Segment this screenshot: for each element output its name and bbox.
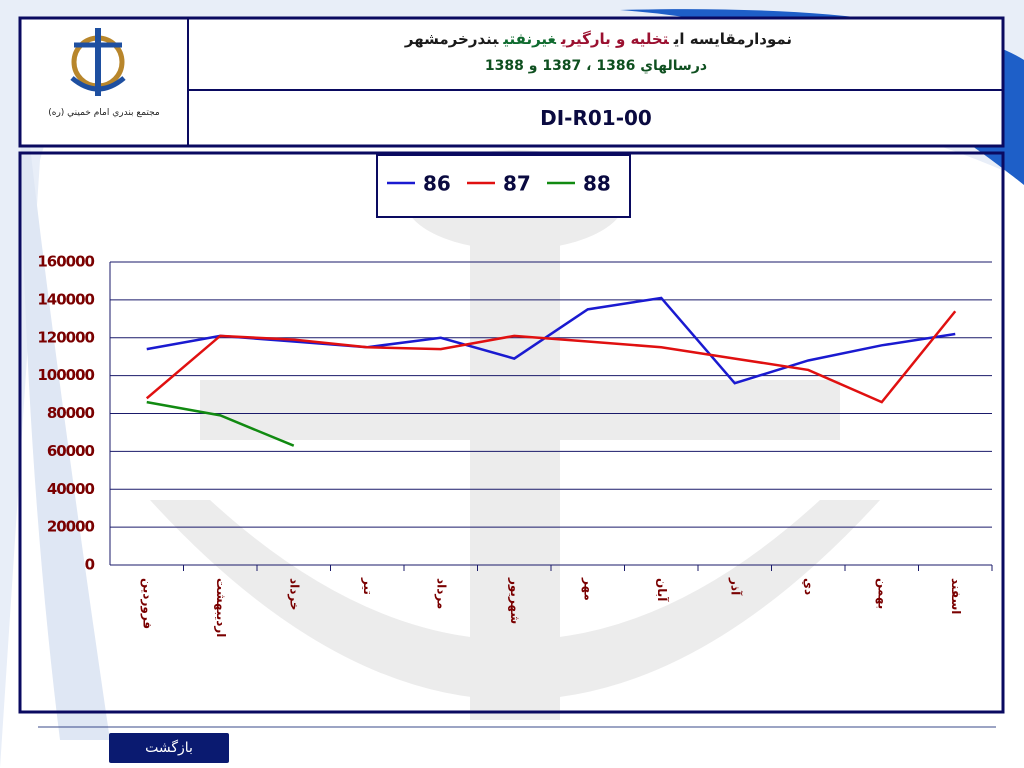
logo <box>70 28 126 96</box>
x-tick-label: فروردين <box>139 578 154 629</box>
x-tick-label: تير <box>361 577 375 595</box>
y-tick-label: 60000 <box>47 442 95 460</box>
title-segment: تخليه و بارگيري <box>561 30 669 48</box>
legend-label: 88 <box>583 172 611 196</box>
swoosh-left <box>20 50 110 740</box>
y-tick-label: 80000 <box>47 404 95 422</box>
title-segment: بندرخرمشهر <box>404 30 499 48</box>
y-tick-label: 40000 <box>47 480 95 498</box>
title-segment: غيرنفتي <box>503 30 557 48</box>
legend-box <box>376 154 631 218</box>
line-series <box>146 400 295 447</box>
organization-name: مجتمع بندري امام خميني (ره) <box>48 108 160 118</box>
y-tick-label: 160000 <box>37 253 94 271</box>
legend-label: 87 <box>503 172 531 196</box>
x-tick-label: ارديبهشت <box>214 578 228 637</box>
y-tick-label: 0 <box>85 556 95 574</box>
y-tick-label: 140000 <box>37 290 94 308</box>
y-tick-label: 100000 <box>37 366 94 384</box>
x-tick-label: مرداد <box>434 578 448 609</box>
x-tick-label: شهريور <box>507 577 522 624</box>
subtitle: درسالهاي 1386 ، 1387 و 1388 <box>484 58 708 74</box>
header-box <box>18 16 1005 148</box>
x-tick-label: آذر <box>728 577 743 596</box>
x-tick-label: آبان <box>655 578 670 602</box>
chart-frame <box>18 151 1005 714</box>
x-tick-label: بهمن <box>875 578 889 609</box>
legend-label: 86 <box>423 172 451 196</box>
x-tick-label: خرداد <box>287 578 301 611</box>
x-tick-label: اسفند <box>949 578 963 614</box>
line-series <box>146 296 956 385</box>
x-tick-label: دي <box>802 578 816 595</box>
line-series <box>145 310 957 404</box>
x-tick-label: مهر <box>581 577 595 601</box>
title: نمودارمقايسه ايتخليه و بارگيريغيرنفتيبند… <box>190 30 1002 48</box>
back-button[interactable]: بازگشت <box>109 733 229 763</box>
y-tick-label: 120000 <box>37 328 94 346</box>
title-segment: نمودارمقايسه اي <box>673 30 793 48</box>
y-tick-label: 20000 <box>47 518 95 536</box>
doc-code: DI-R01-00 <box>540 106 652 130</box>
